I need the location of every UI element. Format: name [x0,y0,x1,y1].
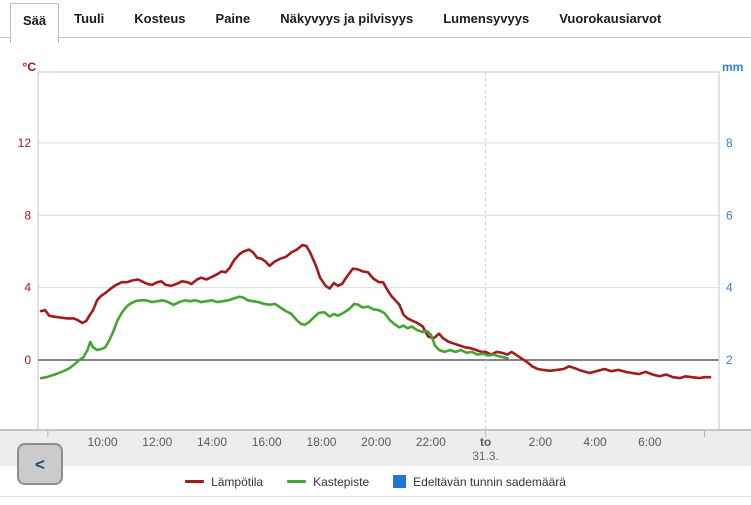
line-swatch-icon [287,480,307,483]
legend-item-kastepiste: Kastepiste [287,475,369,489]
plot-border [37,71,720,431]
y-axis-tick-left: 0 [24,353,31,367]
y-axis-tick-right: 8 [726,136,733,150]
y-axis-tick-left: 4 [24,281,31,295]
tab-näkyvyys-ja-pilvisyys[interactable]: Näkyvyys ja pilvisyys [280,11,414,26]
x-axis-band [0,429,751,466]
y-axis-tick-right: 2 [726,353,733,367]
legend-item-lämpötila: Lämpötila [185,475,263,489]
y-axis-tick-right: 4 [726,281,733,295]
legend-label: Lämpötila [211,474,264,489]
tab-tuuli[interactable]: Tuuli [74,11,105,26]
tab-vuorokausiarvot[interactable]: Vuorokausiarvot [559,11,662,26]
legend-label: Kastepiste [313,474,370,489]
tab-lumensyvyys[interactable]: Lumensyvyys [443,11,530,26]
chart-legend: Lämpötila Kastepiste Edeltävän tunnin sade… [0,467,751,497]
legend-label: Edeltävän tunnin sademäärä [413,474,566,489]
square-swatch-icon [393,475,407,488]
tab-bar: Sää Tuuli Kosteus Paine Näkyvyys ja pilvisyy… [0,0,751,43]
y-axis-tick-left: 12 [18,136,32,150]
kastepiste-line [39,295,509,380]
y-axis-tick-left: 8 [24,208,31,222]
tab-kosteus[interactable]: Kosteus [134,11,186,26]
lämpötila-line [39,243,712,380]
y-axis-unit-right: mm [722,60,743,74]
legend-item-edeltävän-tunnin-sademäärä: Edeltävän tunnin sademäärä [393,475,566,489]
y-axis-tick-right: 6 [726,208,733,222]
tab-paine[interactable]: Paine [215,11,251,26]
previous-period-button[interactable]: < [17,443,63,485]
line-swatch-icon [185,480,205,483]
y-axis-unit-left: °C [23,60,37,74]
tab-sää[interactable]: Sää [10,3,60,43]
